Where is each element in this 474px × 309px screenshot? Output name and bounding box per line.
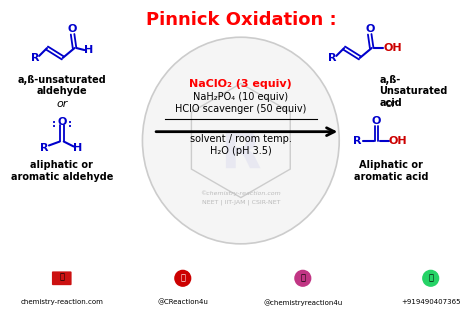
Text: NEET | IIT-JAM | CSIR-NET: NEET | IIT-JAM | CSIR-NET: [201, 200, 280, 205]
Text: R: R: [40, 143, 48, 153]
Circle shape: [295, 270, 310, 286]
Text: aliphatic or
aromatic aldehyde: aliphatic or aromatic aldehyde: [10, 160, 113, 182]
Text: O: O: [68, 24, 77, 34]
Text: R: R: [220, 127, 261, 179]
Text: :: :: [52, 119, 56, 129]
Text: NaH₂PO₄ (10 equiv): NaH₂PO₄ (10 equiv): [193, 92, 288, 102]
Text: :: :: [68, 119, 72, 129]
Text: O: O: [365, 24, 374, 34]
Text: +919490407365: +919490407365: [401, 299, 460, 305]
Text: OH: OH: [389, 136, 408, 146]
Text: a,ß-unsaturated
aldehyde: a,ß-unsaturated aldehyde: [18, 74, 106, 96]
Text: H: H: [84, 45, 93, 55]
Text: NaClO₂ (3 equiv): NaClO₂ (3 equiv): [190, 79, 292, 90]
Text: 📷: 📷: [301, 274, 305, 283]
Text: H: H: [73, 143, 82, 153]
Text: chemistry-reaction.com: chemistry-reaction.com: [20, 299, 103, 305]
Text: OH: OH: [383, 43, 401, 53]
Text: H₂O (pH 3.5): H₂O (pH 3.5): [210, 146, 272, 156]
Text: or: or: [56, 99, 67, 109]
Text: a,ß-
Unsaturated
acid: a,ß- Unsaturated acid: [380, 74, 448, 108]
Text: R: R: [31, 53, 39, 63]
Circle shape: [175, 270, 191, 286]
Text: solvent / room temp.: solvent / room temp.: [190, 133, 292, 144]
Text: R: R: [328, 53, 337, 63]
Text: R: R: [353, 136, 361, 146]
Text: 📱: 📱: [428, 274, 433, 283]
Ellipse shape: [143, 37, 339, 244]
Text: 🐦: 🐦: [180, 274, 185, 283]
Text: @CReaction4u: @CReaction4u: [157, 299, 208, 305]
Text: or: or: [386, 99, 397, 109]
Text: @chemistryreaction4u: @chemistryreaction4u: [263, 299, 342, 306]
Text: O: O: [57, 117, 66, 127]
Text: ©chemistry-reaction.com: ©chemistry-reaction.com: [201, 190, 281, 196]
Text: 🖥: 🖥: [59, 273, 64, 282]
FancyBboxPatch shape: [52, 271, 72, 285]
Text: Pinnick Oxidation :: Pinnick Oxidation :: [146, 11, 336, 29]
Text: HClO scavenger (50 equiv): HClO scavenger (50 equiv): [175, 104, 307, 114]
Text: Aliphatic or
aromatic acid: Aliphatic or aromatic acid: [354, 160, 428, 182]
Text: O: O: [372, 116, 381, 126]
Circle shape: [423, 270, 438, 286]
